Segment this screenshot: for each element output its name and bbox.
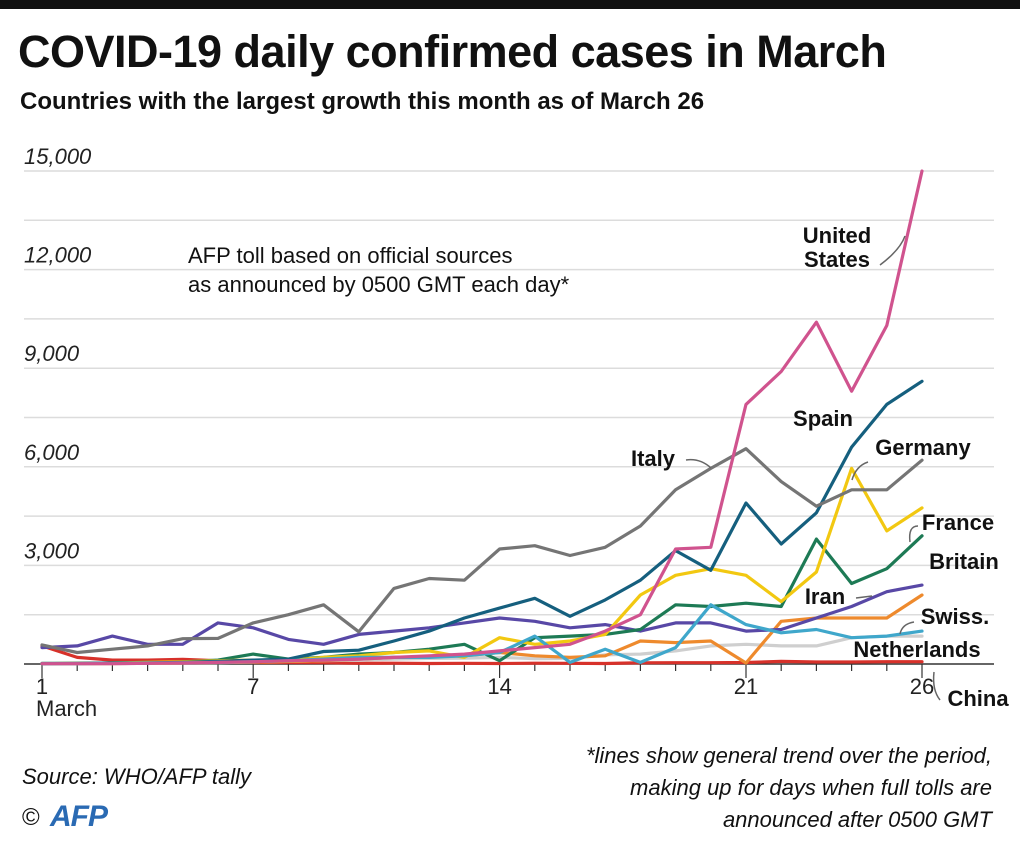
annotation-line-2: as announced by 0500 GMT each day* [188,272,570,297]
series-label-spain: Spain [793,406,853,431]
y-tick-label: 3,000 [24,538,80,563]
footnote-line: making up for days when full tolls are [630,775,992,800]
y-axis-tick-labels: 3,000 6,000 9,000 12,000 15,000 [24,144,92,563]
series-label-netherlands: Netherlands [853,637,980,662]
footnote-line: announced after 0500 GMT [722,807,992,832]
x-tick-label: 21 [734,674,758,699]
series-lines [40,169,924,666]
y-tick-label: 6,000 [24,440,80,465]
series-label-iran: Iran [805,584,845,609]
y-tick-label: 15,000 [24,144,92,169]
series-line-china [40,644,924,666]
leader-line-iran [855,595,873,599]
y-tick-label: 9,000 [24,341,80,366]
leader-line-germany [851,461,869,481]
x-tick-label: 1 [36,674,48,699]
leader-line-france [908,525,919,543]
leader-line-united-states [879,235,906,266]
leader-line-swiss- [899,621,915,635]
footnote: *lines show general trend over the perio… [472,740,992,836]
x-tick-label: 7 [247,674,259,699]
top-rule [0,0,1020,9]
chart-subtitle: Countries with the largest growth this m… [20,88,705,115]
chart-title: COVID-19 daily confirmed cases in March [18,26,887,77]
series-label-swiss-: Swiss. [921,604,989,629]
x-axis: 1 7 14 21 26 March [24,663,994,721]
x-tick-label: 26 [910,674,934,699]
series-label-china: China [947,686,1009,711]
y-tick-label: 12,000 [24,243,92,268]
series-line-united-states [40,169,924,666]
series-label-france: France [922,510,994,535]
copyright-symbol: © [22,804,40,831]
series-line-italy [40,447,924,655]
series-label-britain: Britain [929,549,999,574]
series-labels: China Netherlands Swiss. Iran Britain France S… [631,223,1009,711]
series-label-germany: Germany [875,435,971,460]
line-chart: 3,000 6,000 9,000 12,000 15,000 1 7 14 21 26 Marc… [24,144,1009,721]
leader-line-italy [685,458,712,469]
gridlines [24,170,994,616]
annotation-line-1: AFP toll based on official sources [188,243,512,268]
x-tick-label: 14 [487,674,511,699]
afp-logo: AFP [50,800,108,833]
footnote-line: *lines show general trend over the perio… [585,743,992,768]
series-label-italy: Italy [631,446,676,471]
label-leader-lines [685,235,941,701]
leader-line-china [932,671,941,701]
series-line-iran [40,583,924,650]
x-axis-month-label: March [36,696,97,721]
series-label-united-states: United States [803,223,871,272]
source-note: Source: WHO/AFP tally [22,764,252,789]
